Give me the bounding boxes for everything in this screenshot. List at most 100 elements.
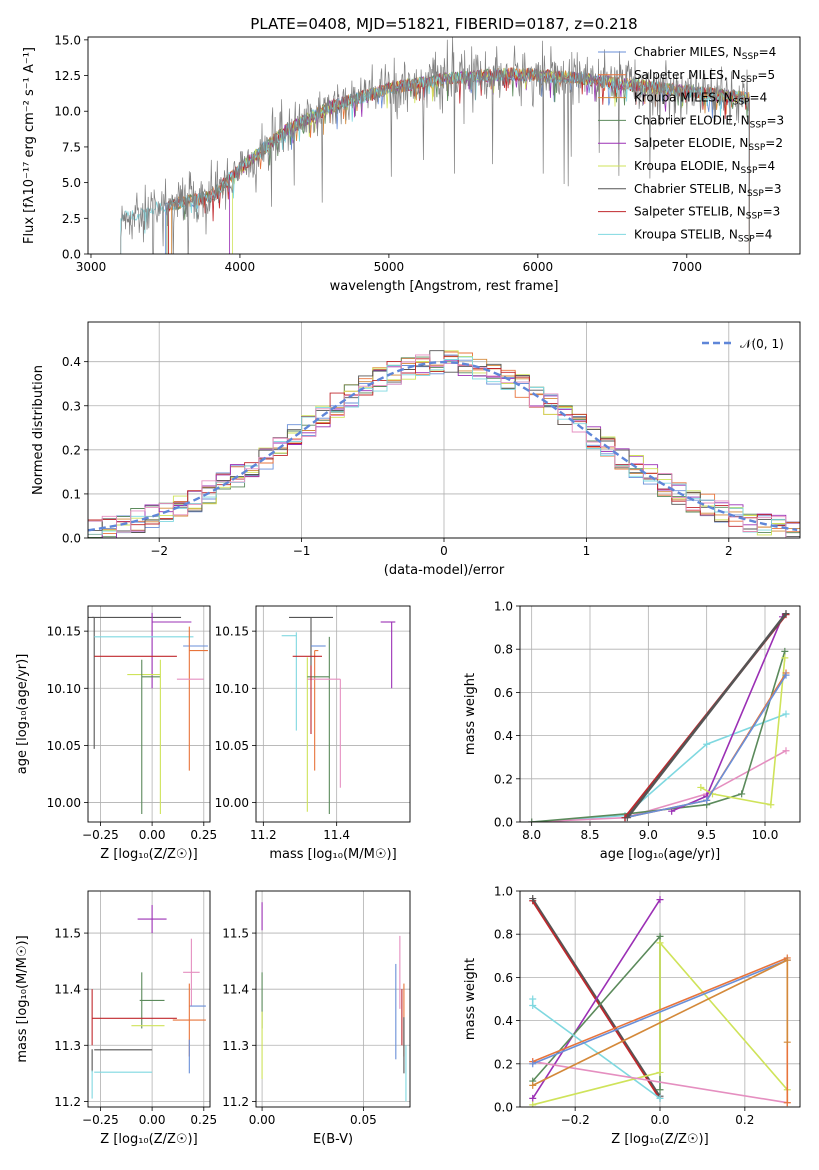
y-axis-label: Normed distribution [31,365,46,495]
y-tick-label: 0.4 [494,1014,513,1028]
mass-weight-marker [529,895,537,903]
y-tick-label: 0.0 [494,816,513,830]
mass-weight-marker [656,1086,664,1094]
axes-residuals: −2 −1 0 1 2 0.0 0.1 0.2 0.3 0.4 (data-model)/error… [31,322,800,578]
mass-weight-line [532,898,661,1097]
y-tick-label: 10.05 [47,739,81,753]
legend-entry: Salpeter MILES, NSSP=5 [634,68,775,85]
x-tick-label: 0 [440,544,448,558]
y-tick-label: 10.15 [215,625,249,639]
plot-area-residuals [88,350,800,538]
y-tick-label: 10.10 [215,682,249,696]
axes-frame [87,36,801,255]
x-tick-label: −0.2 [561,1113,590,1127]
mass-weight-line [531,749,787,822]
errorbar-point [141,659,161,814]
plot-area-age-vs-mass [281,616,396,814]
x-tick-label: 10.0 [752,828,779,842]
residual-histogram [88,356,800,538]
y-tick-label: 0.0 [62,248,81,262]
x-tick-label: 0.25 [190,1113,217,1127]
x-tick-label: 0.0 [650,1113,669,1127]
axes-frame [87,605,211,823]
mass-weight-marker [529,1101,537,1107]
legend-entry: Chabrier MILES, NSSP=4 [634,45,776,62]
y-tick-label: 0.6 [494,686,513,700]
mass-weight-marker [656,1068,664,1076]
y-tick-label: 10.10 [47,682,81,696]
errorbar-point [307,678,341,788]
mass-weight-marker [656,932,664,940]
x-tick-label: 9.5 [697,828,716,842]
y-tick-label: 11.4 [222,983,249,997]
legend-entry: Kroupa MILES, NSSP=4 [634,91,767,108]
y-tick-label: 11.3 [222,1039,249,1053]
normal-curve [88,360,798,532]
errorbar-point [137,905,167,934]
mass-weight-marker [781,647,789,655]
x-axis-label: mass [log₁₀(M/M☉)] [269,847,396,862]
mass-weight-marker [668,807,676,815]
x-tick-label: −2 [150,544,168,558]
y-tick-label: 0.2 [494,1057,513,1071]
x-tick-label: 0.00 [249,1113,276,1127]
y-tick-label: 10.05 [215,739,249,753]
y-tick-label: 0.4 [62,355,81,369]
legend-entry: Salpeter STELIB, NSSP=3 [634,205,780,222]
y-tick-label: 11.2 [222,1095,249,1109]
y-tick-label: 1.0 [494,600,513,614]
mass-weight-marker [782,671,790,679]
mass-weight-marker [783,1099,791,1107]
y-tick-label: 10.00 [47,796,81,810]
errorbar-point [188,626,208,771]
axes-spectrum: 3000 4000 5000 6000 7000 0.0 2.5 5.0 7.5 10.0 12.5… [22,33,702,294]
mass-weight-marker [529,1081,537,1089]
mass-weight-line [626,612,788,819]
mass-weight-marker [656,896,664,904]
y-tick-label: 7.5 [62,140,81,154]
axes-mass-vs-Z: −0.25 0.00 0.25 11.2 11.3 11.4 11.5 Z [log₁₀(Z/… [15,891,217,1147]
y-tick-label: 11.4 [54,983,81,997]
legend-entry: Kroupa STELIB, NSSP=4 [634,227,772,244]
mass-weight-marker [783,1038,791,1046]
plot-area-massweight-vs-age [528,610,790,822]
residual-histogram [88,354,800,538]
mass-weight-marker [697,783,705,791]
figure-title: PLATE=0408, MJD=51821, FIBERID=0187, z=0… [250,15,637,33]
plot-area-spectrum [120,37,750,254]
x-axis-label: E(B-V) [313,1132,353,1147]
mass-weight-marker [782,710,790,718]
mass-weight-marker [529,995,537,1003]
legend: 𝒩(0, 1) [702,337,784,351]
mass-weight-marker [781,654,789,662]
y-tick-label: 0.8 [494,643,513,657]
axes-frame [255,605,411,823]
y-tick-label: 1.0 [494,885,513,899]
y-tick-label: 0.0 [494,1101,513,1115]
axes-frame [519,890,801,1108]
y-tick-label: 0.2 [62,443,81,457]
mass-weight-marker [656,939,664,947]
observed-spectrum-line [120,37,750,254]
x-tick-label: 5000 [374,260,405,274]
legend-entry: 𝒩(0, 1) [740,337,784,351]
y-axis-label: mass weight [463,673,478,755]
y-tick-label: 0.2 [494,772,513,786]
mass-weight-marker [703,796,711,804]
y-tick-label: 0.3 [62,399,81,413]
x-tick-label: 0.00 [139,828,166,842]
y-axis-label: age [log₁₀(age/yr)] [15,654,30,775]
x-tick-label: 0.2 [735,1113,754,1127]
mass-weight-marker [783,956,791,964]
legend-entry: Chabrier STELIB, NSSP=3 [634,182,782,199]
errorbar-point [281,632,297,731]
mass-weight-marker [623,814,631,822]
x-tick-label: −0.25 [82,828,119,842]
x-axis-label: (data-model)/error [384,563,505,578]
y-tick-label: 2.5 [62,212,81,226]
y-tick-label: 10.00 [215,796,249,810]
y-tick-label: 0.4 [494,729,513,743]
plot-area-mass-vs-EBV [261,902,407,1102]
mass-weight-marker [529,1060,537,1068]
